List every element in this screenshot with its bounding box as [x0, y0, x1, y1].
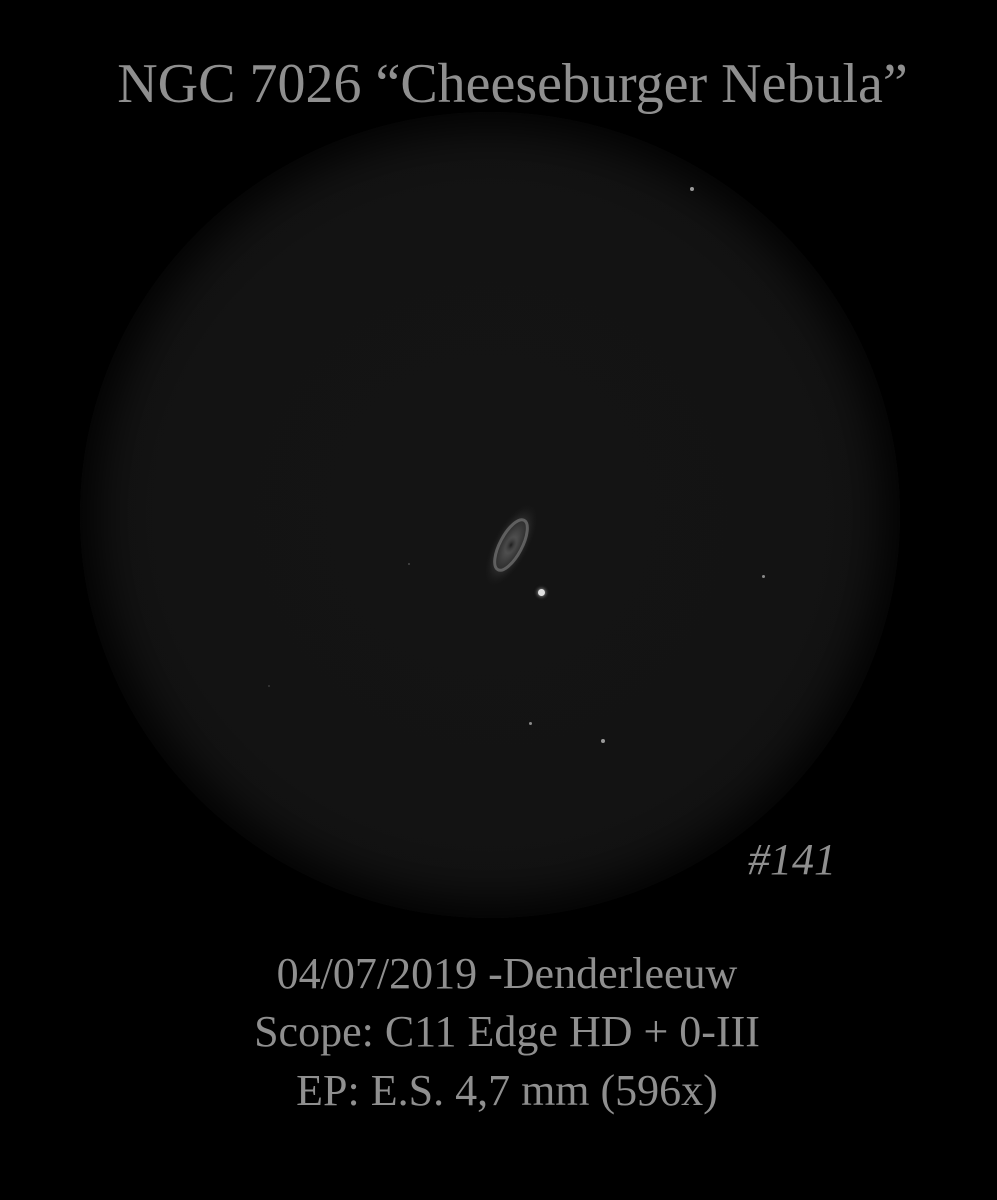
date-location: 04/07/2019 -Denderleeuw — [276, 949, 738, 998]
sketch-number: #141 — [748, 835, 836, 884]
nebula — [484, 503, 538, 587]
scope-info: Scope: C11 Edge HD + 0-III — [254, 1007, 760, 1056]
eyepiece-info: EP: E.S. 4,7 mm (596x) — [296, 1066, 718, 1115]
star — [538, 589, 545, 596]
star — [268, 685, 270, 687]
eyepiece-field — [80, 112, 900, 918]
sketch-title: NGC 7026 “Cheeseburger Nebula” — [117, 53, 908, 115]
star — [529, 722, 532, 725]
star — [601, 739, 605, 743]
star — [408, 563, 410, 565]
star — [762, 575, 765, 578]
star — [690, 187, 694, 191]
